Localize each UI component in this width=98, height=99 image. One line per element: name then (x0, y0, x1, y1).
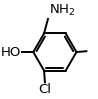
Text: HO: HO (0, 46, 21, 59)
Text: Cl: Cl (38, 83, 51, 96)
Text: NH$_2$: NH$_2$ (49, 3, 75, 18)
